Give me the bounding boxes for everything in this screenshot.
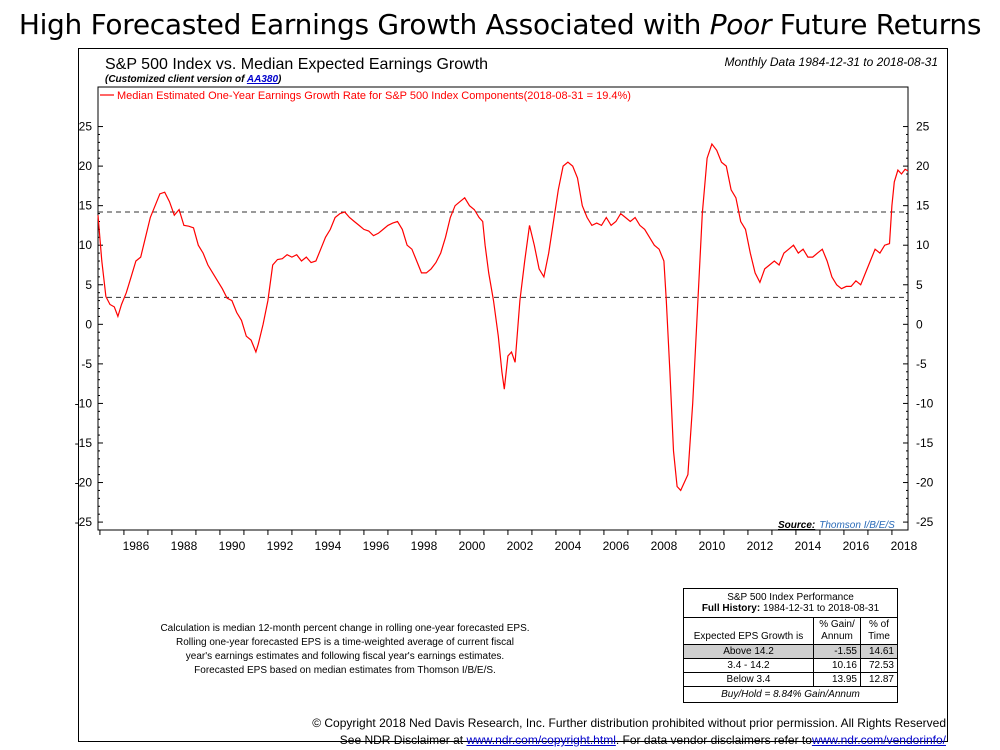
copyright-line: © Copyright 2018 Ned Davis Research, Inc… xyxy=(312,716,946,730)
perf-row-time: 72.53 xyxy=(860,658,897,673)
x-tick-label: 1986 xyxy=(123,539,150,553)
perf-row-gain: 13.95 xyxy=(813,672,861,687)
disclaimer-line: See NDR Disclaimer at www.ndr.com/copyri… xyxy=(0,733,946,747)
perf-history: Full History: 1984-12-31 to 2018-08-31 xyxy=(684,603,897,618)
perf-grid: Expected EPS Growth is % Gain/ Annum % o… xyxy=(684,618,897,687)
performance-table: S&P 500 Index Performance Full History: … xyxy=(683,588,898,703)
y-tick-label-left: -15 xyxy=(75,436,93,450)
source-value: Thomson I/B/E/S xyxy=(819,520,895,531)
headline: High Forecasted Earnings Growth Associat… xyxy=(0,8,1000,41)
headline-post: Future Returns xyxy=(771,8,982,41)
perf-history-label: Full History: xyxy=(701,603,761,614)
y-tick-label-left: 20 xyxy=(79,159,93,173)
y-tick-label-left: -25 xyxy=(75,515,93,529)
y-tick-label-right: 0 xyxy=(916,317,923,331)
x-tick-label: 2012 xyxy=(747,539,774,553)
y-tick-label-right: 10 xyxy=(916,238,930,252)
perf-row-gain: -1.55 xyxy=(813,644,861,659)
y-tick-label-right: 15 xyxy=(916,199,930,213)
x-tick-label: 1988 xyxy=(171,539,198,553)
perf-row-gain: 10.16 xyxy=(813,658,861,673)
y-tick-label-right: -10 xyxy=(916,396,934,410)
perf-row-time: 12.87 xyxy=(860,672,897,687)
x-tick-label: 2004 xyxy=(555,539,582,553)
x-tick-label: 2014 xyxy=(795,539,822,553)
source-label: Source: xyxy=(778,520,816,531)
x-tick-label: 2002 xyxy=(507,539,534,553)
y-tick-label-right: 5 xyxy=(916,278,923,292)
x-tick-label: 1996 xyxy=(363,539,390,553)
x-tick-label: 2006 xyxy=(603,539,630,553)
x-tick-label: 1990 xyxy=(219,539,246,553)
y-tick-label-right: -25 xyxy=(916,515,934,529)
y-tick-label-right: -15 xyxy=(916,436,934,450)
disclaimer-pre: See NDR Disclaimer at xyxy=(339,733,467,747)
note-line: year's earnings estimates and following … xyxy=(185,651,505,662)
x-tick-label: 2010 xyxy=(699,539,726,553)
x-tick-label: 2016 xyxy=(843,539,870,553)
perf-col-header: % Gain/ Annum xyxy=(813,618,861,645)
chart-subtitle: (Customized client version of AA380) xyxy=(105,74,281,85)
y-tick-label-left: 5 xyxy=(85,278,92,292)
y-tick-label-left: -10 xyxy=(75,396,93,410)
plot-frame xyxy=(97,86,909,531)
x-tick-label: 2018 xyxy=(891,539,918,553)
x-tick-label: 2000 xyxy=(459,539,486,553)
headline-emphasis: Poor xyxy=(709,8,772,41)
y-tick-label-left: -20 xyxy=(75,476,93,490)
note-line: Calculation is median 12-month percent c… xyxy=(160,623,530,634)
date-range: Monthly Data 1984-12-31 to 2018-08-31 xyxy=(724,55,938,69)
note-line: Rolling one-year forecasted EPS is a tim… xyxy=(176,637,514,648)
perf-row-time: 14.61 xyxy=(860,644,897,659)
x-tick-label: 1992 xyxy=(267,539,294,553)
perf-header-row: Expected EPS Growth is % Gain/ Annum % o… xyxy=(684,618,897,645)
aa380-link[interactable]: AA380 xyxy=(246,74,279,85)
x-tick-label: 1994 xyxy=(315,539,342,553)
buy-hold-note: Buy/Hold = 8.84% Gain/Annum xyxy=(721,689,860,700)
y-tick-label-right: 25 xyxy=(916,120,930,134)
vendorinfo-link[interactable]: www.ndr.com/vendorinfo/ xyxy=(811,733,946,747)
y-tick-label-right: -5 xyxy=(916,357,927,371)
y-tick-label-left: 25 xyxy=(79,120,93,134)
y-tick-label-right: -20 xyxy=(916,476,934,490)
y-tick-label-left: 0 xyxy=(85,317,92,331)
perf-history-range: 1984-12-31 to 2018-08-31 xyxy=(762,603,880,614)
copyright-link[interactable]: www.ndr.com/copyright.html xyxy=(466,733,616,747)
perf-title: S&P 500 Index Performance xyxy=(727,592,854,603)
subtitle-pre: (Customized client version of xyxy=(105,74,247,85)
headline-pre: High Forecasted Earnings Growth Associat… xyxy=(18,8,710,41)
subtitle-post: ) xyxy=(278,74,282,85)
perf-row-label: 3.4 - 14.2 xyxy=(684,658,814,673)
y-tick-label-left: 10 xyxy=(79,238,93,252)
chart-title: S&P 500 Index vs. Median Expected Earnin… xyxy=(105,56,489,73)
x-tick-label: 2008 xyxy=(651,539,678,553)
series-line xyxy=(97,142,909,492)
y-tick-label-left: -5 xyxy=(81,357,92,371)
table-row: Above 14.2 -1.55 14.61 xyxy=(684,644,897,659)
disclaimer-mid: . For data vendor disclaimers refer to xyxy=(615,733,812,747)
calculation-notes: Calculation is median 12-month percent c… xyxy=(130,622,560,678)
legend-entry: Median Estimated One-Year Earnings Growt… xyxy=(117,90,631,102)
perf-col-header: Expected EPS Growth is xyxy=(684,618,814,645)
table-row: Below 3.4 13.95 12.87 xyxy=(684,672,897,687)
chart-panel xyxy=(78,48,948,742)
y-tick-label-right: 20 xyxy=(916,159,930,173)
perf-row-label: Below 3.4 xyxy=(684,672,814,687)
perf-col-header: % of Time xyxy=(860,618,897,645)
y-tick-label-left: 15 xyxy=(79,199,93,213)
table-row: 3.4 - 14.2 10.16 72.53 xyxy=(684,658,897,673)
perf-row-label: Above 14.2 xyxy=(684,644,814,659)
x-tick-label: 1998 xyxy=(411,539,438,553)
note-line: Forecasted EPS based on median estimates… xyxy=(194,665,496,676)
source-note: Source: Thomson I/B/E/S xyxy=(778,520,895,531)
